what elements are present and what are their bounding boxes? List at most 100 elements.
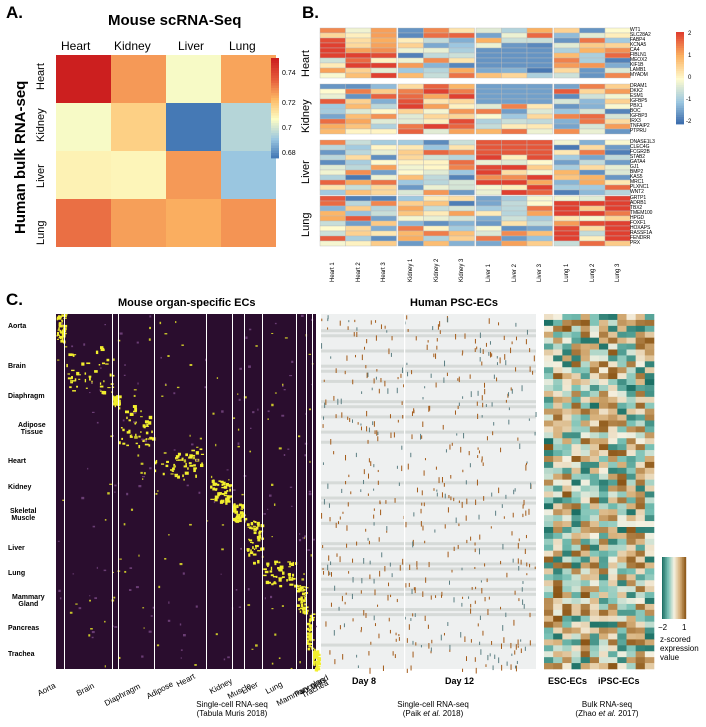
human-expression-mark (434, 529, 436, 533)
bulk-heatmap-cell (562, 568, 572, 575)
bulk-heatmap-cell (580, 367, 591, 374)
human-expression-mark (477, 455, 479, 458)
bulk-heatmap-cell (617, 574, 627, 581)
mouse-noise-mark (237, 442, 240, 445)
mouse-expression-mark (78, 378, 81, 380)
mouse-expression-mark (252, 546, 254, 549)
human-expression-mark (464, 333, 466, 339)
mouse-expression-mark (98, 364, 101, 366)
colorbar-b-segment (676, 36, 684, 40)
mouse-expression-mark (134, 423, 137, 425)
mouse-expression-mark (296, 585, 300, 588)
mouse-noise-mark (129, 567, 133, 569)
mouse-noise-mark (283, 389, 286, 391)
bulk-heatmap-cell (544, 355, 554, 362)
human-expression-mark (376, 430, 378, 436)
bulk-heatmap-cell (644, 609, 655, 617)
bulk-heatmap-cell (580, 426, 591, 433)
bulk-heatmap-cell (644, 426, 655, 433)
mouse-expression-mark (57, 315, 61, 319)
mouse-expression-mark (189, 464, 194, 467)
bulk-heatmap-cell (644, 385, 655, 392)
bulk-heatmap-cell (580, 615, 591, 622)
bulk-heatmap-cell (553, 633, 563, 640)
mouse-expression-mark (113, 399, 118, 403)
human-expression-mark (402, 414, 404, 419)
human-heatmap-row (321, 379, 536, 383)
mouse-expression-mark (182, 474, 184, 478)
human-expression-mark (481, 415, 483, 418)
mouse-noise-mark (138, 484, 142, 488)
human-expression-mark (480, 580, 482, 583)
human-expression-mark (447, 622, 449, 627)
bulk-heatmap-cell (626, 349, 636, 356)
mouse-group-separator (262, 314, 263, 669)
human-expression-mark (330, 438, 332, 445)
gene-label: ADRB1 (630, 199, 647, 206)
colorbar-b-segment (676, 59, 684, 63)
bulk-heatmap-cell (626, 420, 636, 427)
caption-human: Single-cell RNA-seq (Paik et al. 2018) (383, 700, 483, 718)
bulk-heatmap-cell (580, 574, 591, 581)
mouse-noise-mark (89, 595, 91, 597)
legend-ramp-segment (670, 557, 671, 619)
human-expression-mark (436, 489, 438, 492)
bulk-heatmap-cell (580, 314, 591, 321)
human-expression-mark (441, 594, 443, 598)
human-expression-mark (517, 437, 519, 441)
bulk-heatmap-cell (544, 550, 554, 557)
mouse-expression-mark (60, 331, 63, 334)
mouse-expression-mark (187, 467, 189, 470)
mouse-expression-mark (305, 609, 309, 612)
bulk-heatmap-cell (553, 408, 563, 415)
human-expression-mark (386, 330, 388, 333)
human-expression-mark (334, 659, 336, 665)
bulk-heatmap-cell (626, 426, 636, 433)
gene-label: FENDRR (630, 234, 651, 241)
mouse-expression-mark (88, 375, 92, 378)
bulk-heatmap-cell (608, 438, 618, 445)
mouse-noise-mark (287, 448, 290, 450)
human-expression-mark (345, 480, 347, 485)
mouse-expression-mark (314, 650, 317, 652)
mouse-expression-mark (309, 624, 312, 627)
bulk-heatmap-cell (580, 538, 591, 546)
mouse-expression-mark (252, 561, 256, 565)
mouse-expression-mark (237, 517, 241, 520)
legend-ramp-segment (669, 557, 671, 619)
heatmap-a-cell (221, 199, 276, 247)
bulk-heatmap-cell (608, 503, 618, 510)
human-heatmap-row (321, 547, 536, 551)
human-expression-mark (373, 464, 375, 468)
bulk-heatmap-cell (580, 444, 591, 451)
human-expression-mark (370, 320, 372, 325)
human-expression-mark (526, 562, 528, 567)
colorbar-a-segment (271, 145, 279, 149)
bulk-heatmap-cell (626, 580, 636, 587)
bulk-heatmap-cell (589, 450, 600, 457)
bulk-heatmap-cell (544, 556, 554, 563)
panel-c-title-mouse: Mouse organ-specific ECs (118, 297, 256, 309)
mouse-noise-mark (308, 490, 312, 493)
mouse-expression-mark (165, 464, 169, 468)
bulk-heatmap-cell (571, 485, 581, 492)
bulk-heatmap-cell (644, 503, 655, 510)
human-expression-mark (500, 560, 502, 565)
bulk-heatmap-cell (553, 379, 563, 386)
mouse-noise-mark (278, 657, 281, 660)
bulk-heatmap-cell (644, 633, 655, 640)
human-expression-mark (401, 445, 403, 450)
mouse-expression-mark (125, 410, 129, 414)
mouse-expression-mark (76, 371, 80, 376)
mouse-expression-mark (142, 424, 146, 428)
mouse-expression-mark (61, 325, 63, 328)
bulk-heatmap-cell (562, 349, 572, 356)
human-expression-mark (484, 382, 486, 388)
caption-bulk-cite: (Zhao et al. 2017) (575, 709, 639, 718)
col-label-lung: Lung (229, 39, 256, 53)
human-expression-mark (352, 558, 354, 563)
bulk-heatmap-cell (626, 385, 636, 392)
mouse-expression-mark (56, 338, 59, 340)
legend-ramp-segment (662, 557, 663, 619)
bulk-heatmap-cell (571, 414, 581, 421)
